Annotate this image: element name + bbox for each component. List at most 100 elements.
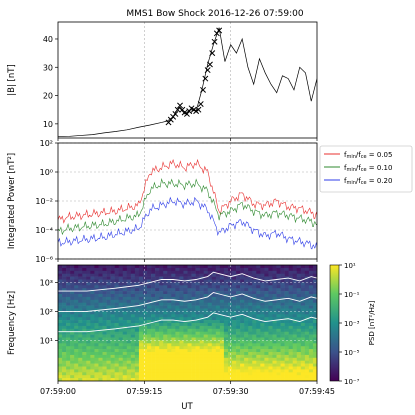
heatmap-cell xyxy=(260,302,265,306)
heatmap-cell xyxy=(183,331,188,335)
heatmap-cell xyxy=(122,320,128,324)
heatmap-cell xyxy=(236,375,241,379)
heatmap-cell xyxy=(244,305,249,309)
heatmap-cell xyxy=(199,294,204,298)
heatmap-cell xyxy=(296,331,302,335)
heatmap-cell xyxy=(256,375,261,379)
heatmap-cell xyxy=(256,291,261,295)
heatmap-cell xyxy=(102,323,107,327)
heatmap-cell xyxy=(227,305,233,309)
heatmap-cell xyxy=(284,334,289,338)
heatmap-cell xyxy=(232,288,237,292)
heatmap-cell xyxy=(175,331,180,335)
heatmap-cell xyxy=(138,282,144,286)
heatmap-cell xyxy=(159,288,164,292)
heatmap-cell xyxy=(151,352,156,356)
heatmap-cell xyxy=(138,352,144,356)
heatmap-cell xyxy=(264,296,269,301)
heatmap-cell xyxy=(66,276,71,280)
heatmap-cell xyxy=(191,349,196,353)
heatmap-cell xyxy=(240,378,245,381)
heatmap-cell xyxy=(300,334,306,338)
heatmap-cell xyxy=(227,354,233,359)
heatmap-cell xyxy=(248,305,253,309)
heatmap-cell xyxy=(179,285,184,289)
heatmap-cell xyxy=(268,331,273,335)
heatmap-cell xyxy=(106,346,111,350)
heatmap-cell xyxy=(62,352,67,356)
heatmap-cell xyxy=(74,372,79,376)
heatmap-cell xyxy=(280,299,285,303)
heatmap-cell xyxy=(191,317,196,321)
heatmap-cell xyxy=(86,357,91,361)
heatmap-cell xyxy=(122,337,128,341)
panel1-frame xyxy=(57,21,318,139)
heatmap-cell xyxy=(74,308,79,312)
heatmap-cell xyxy=(276,352,281,356)
heatmap-cell xyxy=(312,296,317,301)
heatmap-cell xyxy=(138,360,144,364)
heatmap-cell xyxy=(126,349,132,353)
heatmap-cell xyxy=(90,366,95,370)
heatmap-cell xyxy=(199,288,204,292)
panel1-marker xyxy=(197,101,204,108)
heatmap-cell xyxy=(223,375,229,379)
heatmap-cell xyxy=(248,337,253,341)
heatmap-cell xyxy=(227,325,233,330)
heatmap-cell xyxy=(211,299,217,303)
heatmap-cell xyxy=(58,352,63,356)
heatmap-cell xyxy=(199,375,204,379)
heatmap-cell xyxy=(90,276,95,280)
heatmap-cell xyxy=(147,285,152,289)
heatmap-cell xyxy=(211,302,217,306)
heatmap-cell xyxy=(312,270,317,274)
heatmap-cell xyxy=(159,291,164,295)
heatmap-cell xyxy=(130,305,136,309)
heatmap-cell xyxy=(219,337,225,341)
heatmap-cell xyxy=(211,343,217,347)
heatmap-cell xyxy=(304,363,310,367)
heatmap-cell xyxy=(114,273,120,277)
heatmap-cell xyxy=(276,369,281,373)
heatmap-cell xyxy=(118,299,124,303)
heatmap-cell xyxy=(223,357,229,361)
heatmap-cell xyxy=(187,349,192,353)
heatmap-cell xyxy=(244,378,249,381)
heatmap-cell xyxy=(114,305,120,309)
heatmap-cell xyxy=(90,334,95,338)
heatmap-cell xyxy=(236,331,241,335)
heatmap-cell xyxy=(264,357,269,361)
heatmap-cell xyxy=(260,317,265,321)
heatmap-cell xyxy=(58,282,63,286)
heatmap-cell xyxy=(70,311,75,315)
heatmap-cell xyxy=(227,366,233,370)
heatmap-cell xyxy=(232,352,237,356)
heatmap-cell xyxy=(171,328,176,332)
heatmap-cell xyxy=(66,308,71,312)
heatmap-cell xyxy=(74,279,79,283)
heatmap-cell xyxy=(159,360,164,364)
heatmap-cell xyxy=(130,354,136,359)
heatmap-cell xyxy=(106,291,111,295)
heatmap-cell xyxy=(252,337,257,341)
heatmap-cell xyxy=(138,331,144,335)
heatmap-cell xyxy=(98,314,103,318)
heatmap-cell xyxy=(191,273,196,277)
panel3-overlay xyxy=(58,271,317,333)
heatmap-cell xyxy=(187,267,192,272)
heatmap-cell xyxy=(159,357,164,361)
heatmap-cell xyxy=(94,331,99,335)
heatmap-cell xyxy=(167,363,172,367)
heatmap-cell xyxy=(252,349,257,353)
heatmap-cell xyxy=(195,267,200,272)
heatmap-cell xyxy=(126,273,132,277)
heatmap-cell xyxy=(292,314,298,318)
heatmap-cell xyxy=(296,369,302,373)
heatmap-cell xyxy=(94,276,99,280)
heatmap-cell xyxy=(66,369,71,373)
heatmap-cell xyxy=(151,285,156,289)
heatmap-cell xyxy=(66,343,71,347)
heatmap-cell xyxy=(62,334,67,338)
heatmap-cell xyxy=(90,352,95,356)
heatmap-cell xyxy=(199,299,204,303)
